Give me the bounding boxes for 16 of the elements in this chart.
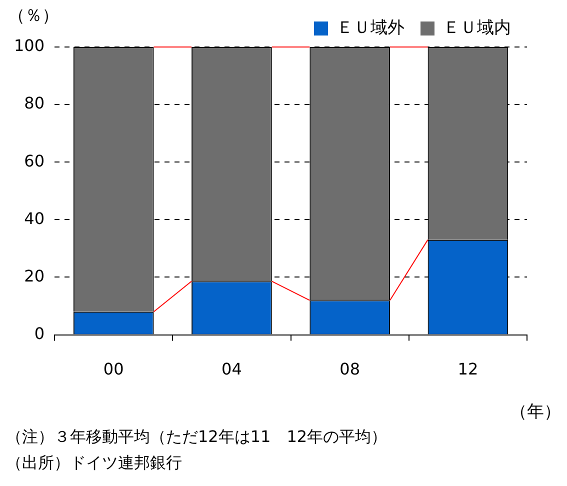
- x-tick-label: 08: [340, 360, 360, 379]
- y-tick-label: 80: [24, 94, 45, 113]
- legend-label: ＥＵ域内: [443, 18, 511, 38]
- y-tick-label: 40: [24, 208, 45, 228]
- y-axis-title: （％）: [8, 5, 59, 27]
- x-tick-label: 00: [103, 360, 124, 379]
- text: （注）３年移動平均（ただ12年は11 12年の平均）: [6, 426, 388, 448]
- y-tick-label: 0: [34, 324, 45, 343]
- x-tick-label: 04: [222, 360, 242, 379]
- y-tick-label: 60: [24, 151, 45, 170]
- legend-label: ＥＵ域外: [336, 18, 404, 38]
- y-tick-label: 20: [24, 266, 45, 286]
- x-tick-label: 12: [458, 360, 478, 379]
- text: （出所）ドイツ連邦銀行: [6, 452, 183, 474]
- y-tick-label: 100: [14, 36, 45, 56]
- x-axis-title: （年）: [510, 401, 561, 423]
